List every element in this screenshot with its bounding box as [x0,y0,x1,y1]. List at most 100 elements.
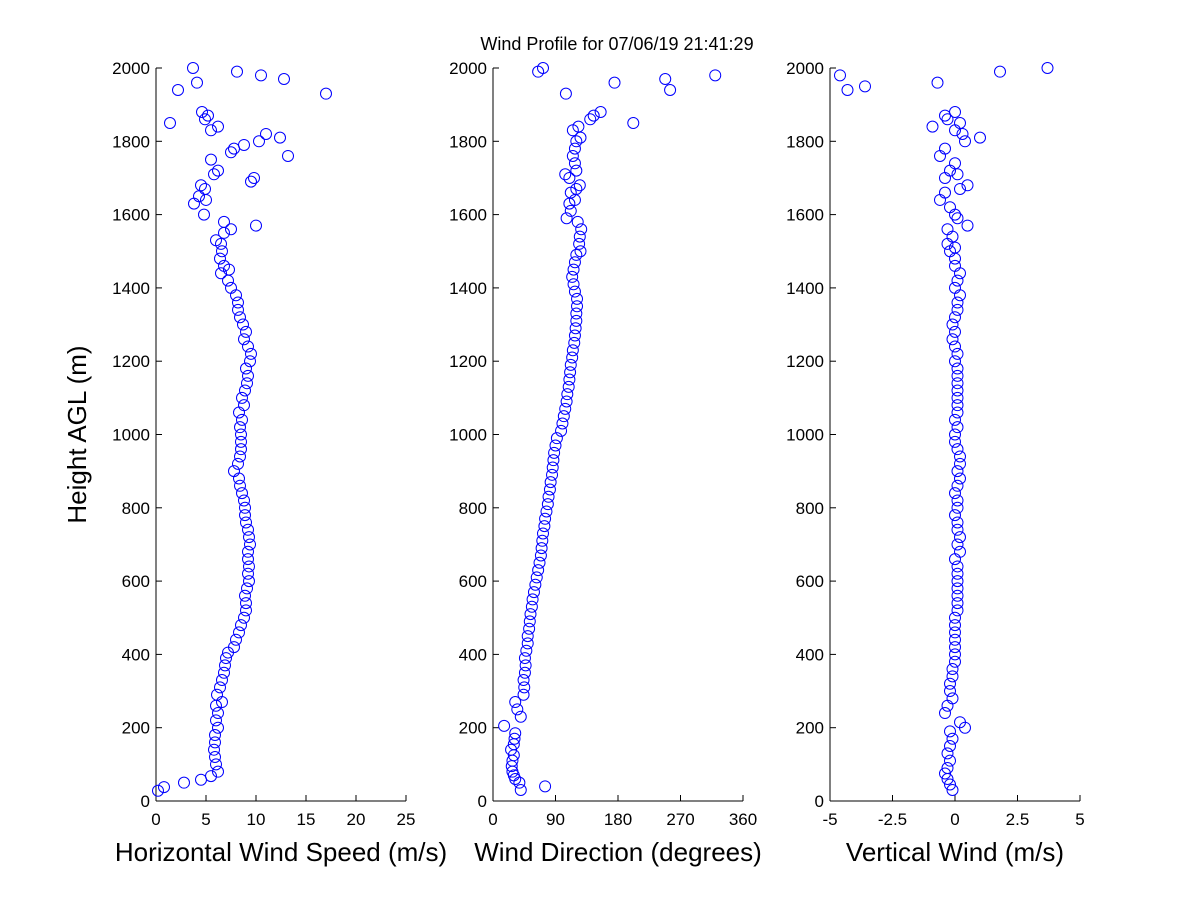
data-point [509,727,522,740]
data-point [548,446,561,459]
y-tick-label: 200 [796,719,824,738]
data-point [946,333,959,346]
y-tick-label: 200 [122,719,150,738]
data-point [546,461,559,474]
data-point [505,743,518,756]
data-point [208,743,220,756]
data-point [944,740,956,753]
data-point [951,369,964,382]
data-point [951,274,964,287]
data-point [212,765,224,778]
data-point [946,663,959,676]
data-point [240,597,252,610]
data-point [539,512,552,525]
data-point [570,248,583,261]
data-point [951,560,964,573]
data-point [245,175,257,188]
data-point [242,567,254,580]
data-point [242,545,254,558]
data-point [244,355,256,368]
data-point [954,716,966,729]
data-point [946,732,959,745]
data-point [954,182,966,195]
data-point [238,399,250,412]
data-point [278,72,290,85]
data-point [949,641,961,654]
data-point [564,358,577,371]
data-point [949,340,961,353]
data-point [944,677,956,690]
data-point [238,333,250,346]
data-point [228,465,240,478]
data-point [534,549,547,562]
data-point [220,652,232,665]
data-point [212,707,224,720]
data-point [239,384,251,397]
data-point [951,567,964,580]
data-point [225,146,237,159]
data-point [946,784,959,797]
data-point [931,76,944,89]
data-point [951,443,964,456]
data-point [232,296,244,309]
x-tick-label: 20 [347,810,366,829]
data-point [949,509,961,522]
data-point [834,69,846,82]
data-point [539,780,552,793]
data-point [961,179,974,192]
data-point [564,366,577,379]
data-point [951,589,964,602]
data-point [210,699,222,712]
data-point [566,149,579,162]
data-point [234,450,246,463]
data-point [238,138,250,151]
data-point [566,270,579,283]
data-point [594,105,607,118]
y-tick-label: 2000 [449,59,487,78]
data-point [158,781,170,794]
data-point [560,395,573,408]
data-point [178,776,190,789]
data-point [214,681,226,694]
data-point [949,648,961,661]
data-point [557,410,570,423]
series-markers [834,62,1054,797]
data-point [944,754,956,767]
data-point [236,413,248,426]
data-point [944,778,956,791]
data-point [951,399,964,412]
data-point [518,666,531,679]
y-tick-label: 0 [141,792,150,811]
x-tick-label: -2.5 [878,810,907,829]
y-axis-label: Height AGL (m) [62,345,92,523]
data-point [949,619,961,632]
data-point [205,153,217,166]
data-point [187,62,199,74]
data-point [241,582,253,595]
data-point [560,212,573,225]
data-point [517,688,530,701]
data-point [949,413,961,426]
data-point [523,622,536,635]
data-point [164,116,176,129]
data-point [627,116,640,129]
x-tick-label: 0 [151,810,160,829]
y-tick-label: 400 [459,645,487,664]
y-tick-label: 1200 [449,352,487,371]
data-point [255,69,267,82]
data-point [575,223,588,236]
data-point [242,553,254,566]
data-point [951,604,964,617]
data-point [250,219,262,232]
data-point [198,208,210,221]
data-point [926,120,939,133]
data-point [214,252,226,265]
data-point [234,311,246,324]
data-point [228,641,240,654]
x-tick-label: -5 [822,810,837,829]
data-point [563,171,576,184]
data-point [521,637,534,650]
data-point [949,355,961,368]
data-point [561,388,574,401]
data-point [233,626,245,639]
